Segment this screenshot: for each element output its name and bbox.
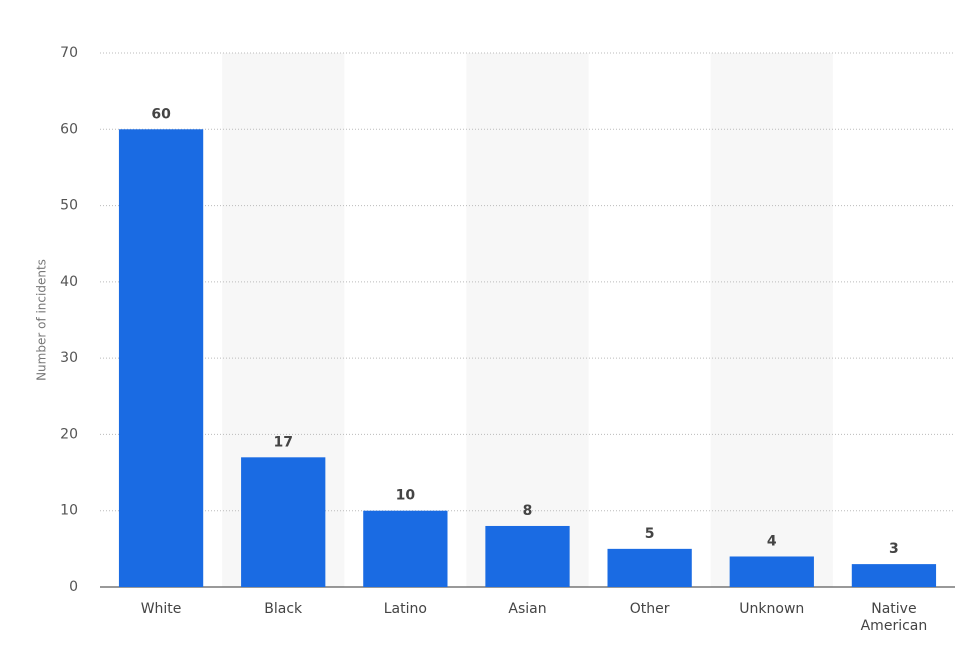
value-label: 8 <box>523 503 533 519</box>
band-shade <box>466 53 589 587</box>
x-tick-label: White <box>140 601 182 617</box>
bar <box>241 457 326 587</box>
x-tick-label: Latino <box>383 601 427 617</box>
bar <box>607 548 692 587</box>
x-tick-label: Unknown <box>739 601 805 617</box>
y-tick-label: 70 <box>60 45 78 61</box>
y-tick-label: 60 <box>60 121 78 137</box>
band-shade <box>710 53 833 587</box>
value-label: 4 <box>767 533 777 549</box>
y-axis-label: Number of incidents <box>35 259 49 381</box>
bar <box>485 525 570 587</box>
value-label: 5 <box>645 526 655 542</box>
bar <box>851 564 937 587</box>
bar <box>363 510 448 587</box>
y-tick-label: 30 <box>60 350 78 366</box>
bar <box>118 129 204 588</box>
value-label: 17 <box>273 434 292 450</box>
x-tick-label: Black <box>264 601 303 617</box>
value-label: 3 <box>889 541 899 557</box>
value-label: 60 <box>151 106 171 122</box>
y-tick-label: 20 <box>60 426 78 442</box>
y-tick-label: 50 <box>60 198 78 214</box>
y-tick-label: 40 <box>60 274 78 290</box>
bar <box>729 556 814 587</box>
x-tick-label: Other <box>629 601 670 617</box>
value-label: 10 <box>396 488 416 504</box>
y-tick-label: 0 <box>69 579 78 595</box>
x-tick-label: Asian <box>508 601 547 617</box>
y-tick-label: 10 <box>60 503 78 519</box>
x-tick-label: Native American <box>860 601 928 634</box>
